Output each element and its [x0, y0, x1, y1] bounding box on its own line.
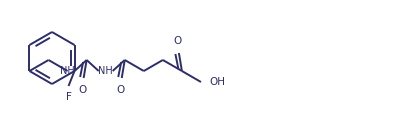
Text: NH: NH [98, 66, 113, 76]
Text: OH: OH [209, 77, 225, 87]
Text: O: O [174, 36, 182, 46]
Text: O: O [117, 85, 125, 95]
Text: F: F [66, 92, 71, 102]
Text: O: O [79, 85, 87, 95]
Text: NH: NH [60, 66, 75, 76]
